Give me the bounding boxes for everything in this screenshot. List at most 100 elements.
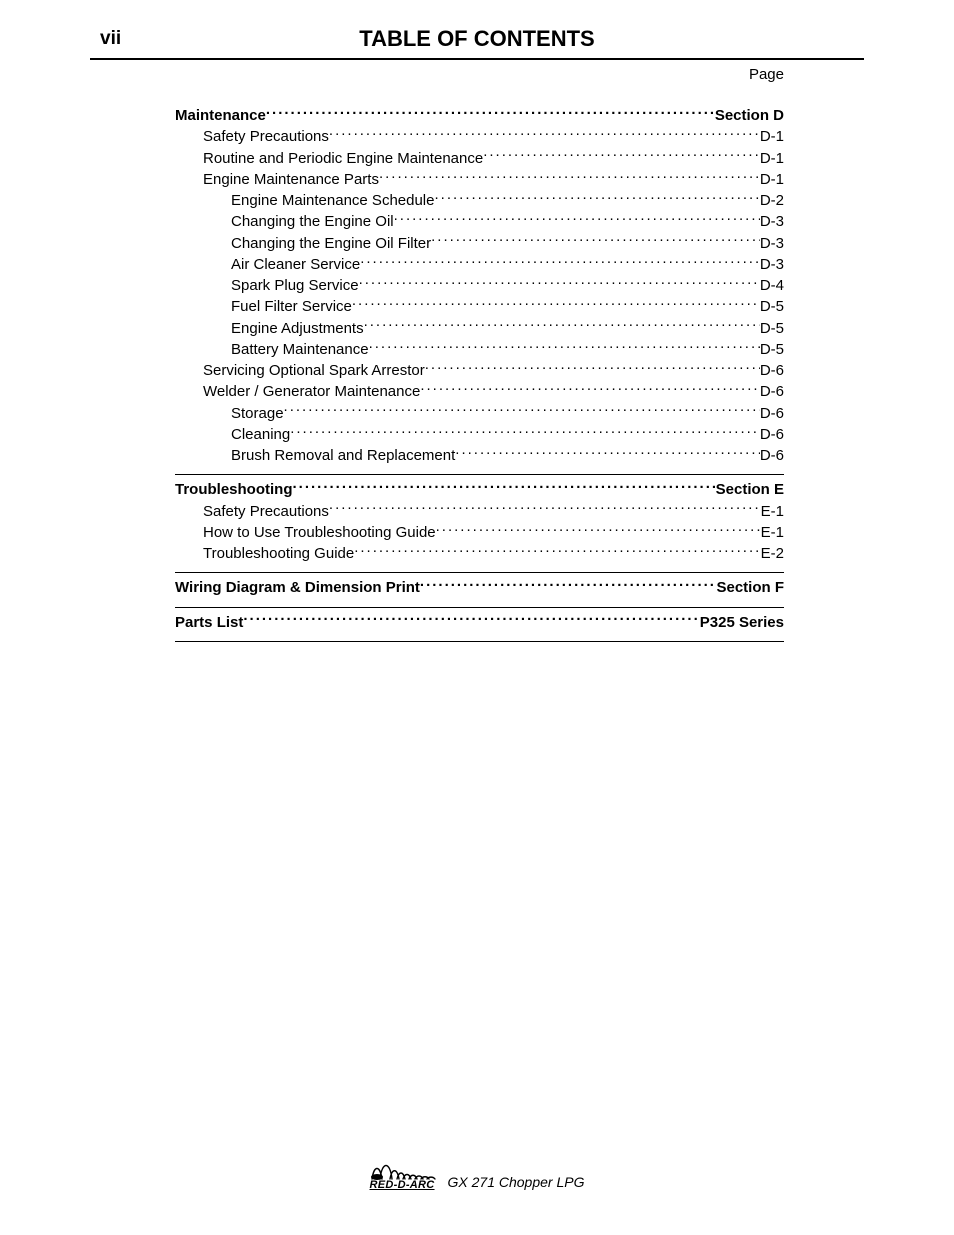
toc-entry-label: Changing the Engine Oil Filter (231, 234, 431, 254)
toc-leader-dots (483, 148, 760, 163)
toc-entry-page: P325 Series (700, 613, 784, 633)
toc-section: Maintenance Section DSafety Precautions … (175, 101, 784, 466)
toc-section: Troubleshooting Section ESafety Precauti… (175, 474, 784, 564)
toc-leader-dots (425, 360, 760, 375)
toc-leader-dots (431, 233, 760, 248)
toc-entry: Air Cleaner Service D-3 (175, 254, 784, 275)
toc-entry: Cleaning D-6 (175, 424, 784, 445)
toc-entry-label: Changing the Engine Oil (231, 212, 394, 232)
brand-logo: RED-D-ARC (370, 1159, 442, 1191)
toc-entry-page: Section E (716, 480, 784, 500)
toc-entry-page: E-1 (761, 502, 784, 522)
toc-entry-label: Welder / Generator Maintenance (203, 382, 420, 402)
toc-section-heading: Parts List P325 Series (175, 612, 784, 633)
toc-entry-label: Wiring Diagram & Dimension Print (175, 578, 420, 598)
toc-entry-page: D-4 (760, 276, 784, 296)
toc-entry-label: Safety Precautions (203, 127, 329, 147)
page-footer: RED-D-ARC GX 271 Chopper LPG (0, 1159, 954, 1193)
toc-leader-dots (329, 501, 761, 516)
toc-entry: Troubleshooting Guide E-2 (175, 543, 784, 564)
toc-entry-page: D-1 (760, 170, 784, 190)
page-header: vii TABLE OF CONTENTS (90, 26, 864, 60)
toc-entry: Safety Precautions D-1 (175, 126, 784, 147)
toc-entry-page: D-6 (760, 404, 784, 424)
toc-leader-dots (369, 339, 760, 354)
toc-entry-label: How to Use Troubleshooting Guide (203, 523, 436, 543)
document-page: vii TABLE OF CONTENTS Page Maintenance S… (0, 0, 954, 642)
toc-entry-label: Cleaning (231, 425, 290, 445)
toc-section: Parts List P325 Series (175, 607, 784, 633)
toc-entry: Battery Maintenance D-5 (175, 339, 784, 360)
toc-section-heading: Wiring Diagram & Dimension Print Section… (175, 577, 784, 598)
toc-entry: Changing the Engine Oil D-3 (175, 211, 784, 232)
toc-leader-dots (329, 126, 760, 141)
toc-entry: Engine Maintenance Parts D-1 (175, 169, 784, 190)
toc-leader-dots (455, 445, 760, 460)
toc-leader-dots (364, 318, 760, 333)
toc-entry-page: D-3 (760, 212, 784, 232)
brand-name: RED-D-ARC (370, 1179, 442, 1191)
toc-entry-page: D-1 (760, 149, 784, 169)
toc-entry-label: Maintenance (175, 106, 266, 126)
toc-entry-label: Storage (231, 404, 284, 424)
toc-leader-dots (359, 275, 760, 290)
section-divider (175, 641, 784, 642)
toc-entry: Engine Adjustments D-5 (175, 318, 784, 339)
toc-entry-page: D-1 (760, 127, 784, 147)
toc-entry-label: Engine Adjustments (231, 319, 364, 339)
toc-leader-dots (266, 105, 715, 120)
toc-entry-page: D-5 (760, 340, 784, 360)
toc-section-heading: Maintenance Section D (175, 105, 784, 126)
toc-entry-label: Battery Maintenance (231, 340, 369, 360)
toc-leader-dots (354, 543, 760, 558)
toc-entry-page: D-6 (760, 361, 784, 381)
toc-entry: Spark Plug Service D-4 (175, 275, 784, 296)
toc-entry-label: Brush Removal and Replacement (231, 446, 455, 466)
toc-entry-page: D-3 (760, 255, 784, 275)
toc-entry-page: E-1 (761, 523, 784, 543)
toc-entry-label: Troubleshooting Guide (203, 544, 354, 564)
page-roman-numeral: vii (100, 28, 121, 50)
toc-entry: How to Use Troubleshooting Guide E-1 (175, 522, 784, 543)
toc-entry-label: Air Cleaner Service (231, 255, 360, 275)
toc-leader-dots (420, 577, 717, 592)
toc-entry-label: Fuel Filter Service (231, 297, 352, 317)
toc-entry: Servicing Optional Spark Arrestor D-6 (175, 360, 784, 381)
toc-entry: Storage D-6 (175, 403, 784, 424)
toc-entry-page: D-5 (760, 297, 784, 317)
toc-leader-dots (284, 403, 760, 418)
toc-entry-label: Spark Plug Service (231, 276, 359, 296)
toc-leader-dots (420, 381, 759, 396)
toc-leader-dots (293, 479, 716, 494)
toc-leader-dots (434, 190, 759, 205)
toc-entry-label: Safety Precautions (203, 502, 329, 522)
toc-leader-dots (243, 612, 699, 627)
toc-entry-page: D-5 (760, 319, 784, 339)
toc-entry-page: D-6 (760, 382, 784, 402)
toc-entry-page: D-6 (760, 425, 784, 445)
toc-entry-label: Engine Maintenance Parts (203, 170, 379, 190)
toc-entry-page: Section D (715, 106, 784, 126)
toc-entry-label: Routine and Periodic Engine Maintenance (203, 149, 483, 169)
toc-entry-label: Troubleshooting (175, 480, 293, 500)
table-of-contents: Maintenance Section DSafety Precautions … (90, 101, 864, 642)
toc-entry: Brush Removal and Replacement D-6 (175, 445, 784, 466)
product-name: GX 271 Chopper LPG (448, 1174, 585, 1191)
toc-entry-label: Engine Maintenance Schedule (231, 191, 434, 211)
toc-entry-label: Servicing Optional Spark Arrestor (203, 361, 425, 381)
toc-entry-page: D-2 (760, 191, 784, 211)
toc-entry: Safety Precautions E-1 (175, 501, 784, 522)
toc-entry-page: D-6 (760, 446, 784, 466)
toc-leader-dots (290, 424, 760, 439)
toc-leader-dots (360, 254, 760, 269)
toc-entry: Changing the Engine Oil Filter D-3 (175, 233, 784, 254)
toc-entry: Engine Maintenance Schedule D-2 (175, 190, 784, 211)
toc-entry-page: D-3 (760, 234, 784, 254)
welder-arc-icon (370, 1159, 442, 1181)
toc-entry-page: Section F (716, 578, 784, 598)
toc-entry-page: E-2 (761, 544, 784, 564)
toc-leader-dots (436, 522, 761, 537)
toc-leader-dots (394, 211, 760, 226)
page-column-label: Page (90, 60, 864, 83)
toc-section: Wiring Diagram & Dimension Print Section… (175, 572, 784, 598)
